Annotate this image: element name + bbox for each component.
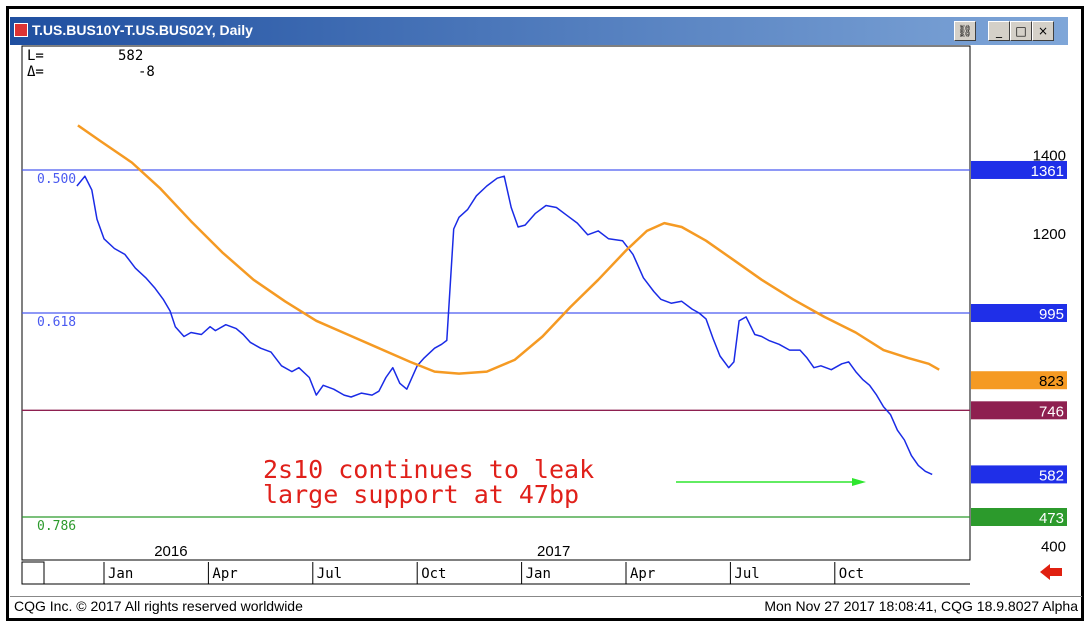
- status-bar: CQG Inc. © 2017 All rights reserved worl…: [10, 596, 1082, 617]
- price-tag-label: 1361: [1031, 163, 1064, 180]
- readout-l-value: 582: [118, 48, 143, 64]
- window-title: T.US.BUS10Y-T.US.BUS02Y, Daily: [32, 22, 253, 38]
- x-tick-label: Apr: [630, 566, 655, 582]
- x-tick-label: Jul: [317, 566, 342, 582]
- year-label: 2017: [537, 543, 570, 560]
- price-tag-582: [971, 465, 1067, 484]
- price-tag-label: 823: [1039, 373, 1064, 390]
- readout-l-label: L=: [27, 48, 44, 64]
- link-icon[interactable]: ⛓: [954, 21, 976, 41]
- price-tag-746: [971, 401, 1067, 420]
- y-tick-label: 400: [1041, 539, 1066, 556]
- maximize-button[interactable]: □: [1010, 21, 1032, 41]
- app-icon: [14, 23, 28, 37]
- fib-label-0.786: 0.786: [37, 519, 76, 534]
- moving-average-line: [77, 124, 940, 375]
- window-titlebar[interactable]: T.US.BUS10Y-T.US.BUS02Y, Daily ⛓ _ □ ×: [10, 17, 1068, 45]
- spread-line: [76, 175, 933, 476]
- x-tick-label: Oct: [839, 566, 864, 582]
- x-tick-label: Apr: [212, 566, 237, 582]
- price-tag-473: [971, 508, 1067, 526]
- x-tick-label: Jan: [526, 566, 551, 582]
- fib-label-0.618: 0.618: [37, 315, 76, 330]
- y-tick-label: 1400: [1033, 148, 1066, 165]
- scroll-left-arrow-icon[interactable]: [1040, 564, 1062, 580]
- x-tick-label: Jul: [734, 566, 759, 582]
- price-tag-995: [971, 304, 1067, 323]
- price-tag-1361: [971, 160, 1067, 179]
- x-tick-label: Jan: [108, 566, 133, 582]
- annotation-line-2: large support at 47bp: [263, 480, 579, 509]
- year-label: 2016: [154, 543, 187, 560]
- timestamp-text: Mon Nov 27 2017 18:08:41, CQG 18.9.8027 …: [764, 598, 1078, 614]
- x-tick-label: Oct: [421, 566, 446, 582]
- price-tag-label: 746: [1039, 403, 1064, 420]
- axis-corner-box[interactable]: [21, 561, 45, 585]
- y-tick-label: 1200: [1033, 226, 1066, 243]
- minimize-button[interactable]: _: [988, 21, 1010, 41]
- price-tag-823: [971, 371, 1067, 390]
- readout-d-value: -8: [138, 64, 155, 80]
- plot-area[interactable]: [21, 45, 971, 561]
- price-tag-label: 995: [1039, 306, 1064, 323]
- annotation-line-1: 2s10 continues to leak: [263, 455, 594, 484]
- close-button[interactable]: ×: [1032, 21, 1054, 41]
- price-tag-label: 582: [1039, 467, 1064, 484]
- fib-label-0.500: 0.500: [37, 172, 76, 187]
- copyright-text: CQG Inc. © 2017 All rights reserved worl…: [14, 598, 303, 614]
- annotation-arrow: [676, 478, 866, 486]
- price-tag-label: 473: [1039, 510, 1064, 527]
- readout-d-label: Δ=: [27, 64, 44, 80]
